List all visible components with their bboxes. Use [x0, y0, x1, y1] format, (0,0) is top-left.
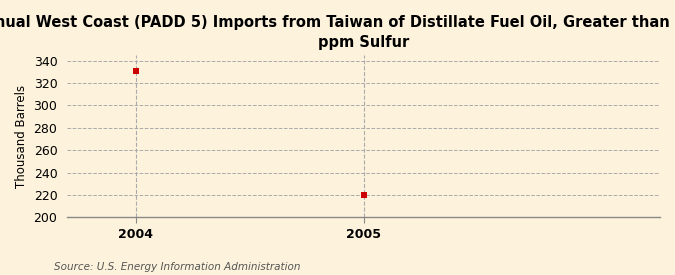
Y-axis label: Thousand Barrels: Thousand Barrels	[15, 85, 28, 188]
Title: Annual West Coast (PADD 5) Imports from Taiwan of Distillate Fuel Oil, Greater t: Annual West Coast (PADD 5) Imports from …	[0, 15, 675, 50]
Text: Source: U.S. Energy Information Administration: Source: U.S. Energy Information Administ…	[54, 262, 300, 272]
